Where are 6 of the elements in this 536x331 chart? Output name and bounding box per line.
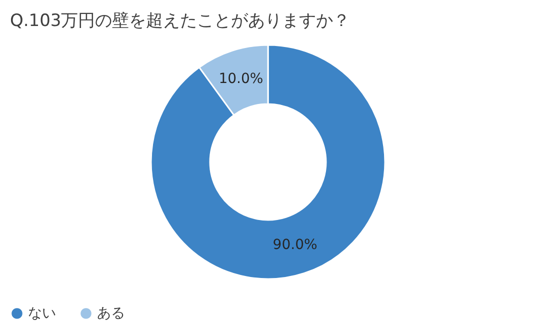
legend-label: ない — [28, 305, 56, 322]
donut-slice — [150, 44, 386, 280]
chart-title: Q.103万円の壁を超えたことがありますか？ — [10, 11, 350, 31]
legend-label: ある — [97, 305, 125, 322]
data-label: 90.0% — [272, 237, 318, 254]
data-label: 10.0% — [218, 70, 264, 87]
